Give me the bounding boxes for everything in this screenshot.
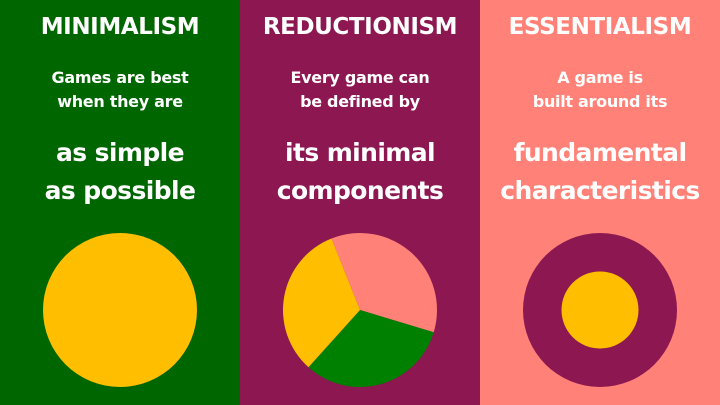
full-circle	[43, 233, 197, 387]
intro-text: Games are best when they are	[0, 66, 240, 114]
pie-slice	[283, 238, 360, 368]
emphasis-text: fundamental characteristics	[480, 134, 720, 210]
pie-slice	[308, 310, 434, 387]
emphasis-text: as simple as possible	[0, 134, 240, 210]
emphasis-line: as simple	[56, 138, 185, 167]
intro-line: when they are	[57, 92, 183, 111]
emphasis-line: fundamental	[513, 138, 687, 167]
intro-text: A game is built around its	[480, 66, 720, 114]
pie-chart-icon	[283, 233, 437, 387]
emphasis-line: its minimal	[285, 138, 436, 167]
intro-text: Every game can be defined by	[240, 66, 480, 114]
full-circle-icon	[43, 233, 197, 387]
intro-line: Every game can	[290, 68, 430, 87]
pie-slice	[331, 233, 437, 333]
intro-line: A game is	[557, 68, 643, 87]
intro-line: built around its	[532, 92, 668, 111]
concentric-circle-icon	[523, 233, 677, 387]
intro-line: be defined by	[300, 92, 420, 111]
emphasis-line: characteristics	[500, 176, 700, 205]
panel-essentialism: ESSENTIALISM A game is built around its …	[480, 0, 720, 405]
panel-title: REDUCTIONISM	[262, 14, 458, 40]
emphasis-line: components	[276, 176, 444, 205]
inner-core	[561, 271, 639, 349]
emphasis-line: as possible	[44, 176, 196, 205]
emphasis-text: its minimal components	[240, 134, 480, 210]
panel-title: ESSENTIALISM	[508, 14, 692, 40]
panel-title: MINIMALISM	[40, 14, 200, 40]
panel-minimalism: MINIMALISM Games are best when they are …	[0, 0, 240, 405]
panel-reductionism: REDUCTIONISM Every game can be defined b…	[240, 0, 480, 405]
intro-line: Games are best	[51, 68, 189, 87]
